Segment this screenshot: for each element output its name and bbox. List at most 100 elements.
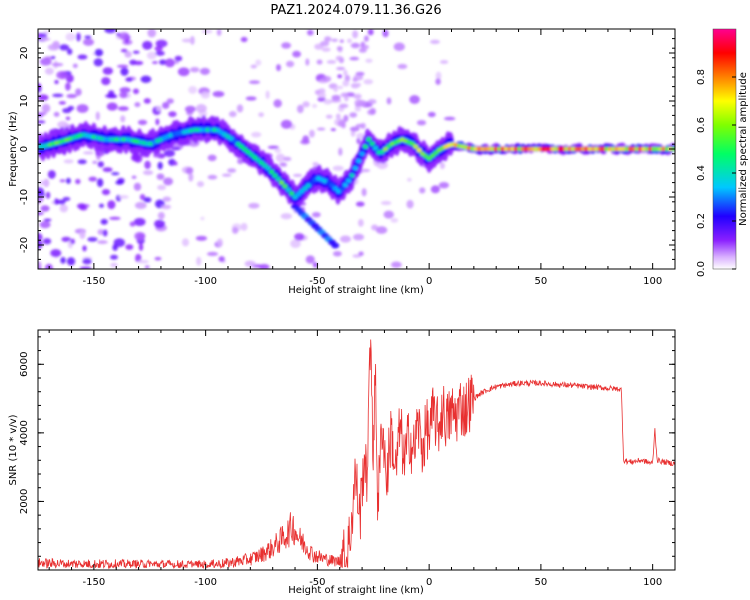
- colorbar: 0.0 0.2 0.4 0.6 0.8 Normalized spectral ampl…: [696, 28, 749, 277]
- noise-blob: [349, 56, 360, 61]
- noise-blob: [330, 128, 336, 132]
- noise-blob: [283, 156, 292, 162]
- ridge-core: [255, 157, 261, 163]
- noise-blob: [131, 175, 137, 179]
- ridge-core: [339, 187, 345, 192]
- spectrogram-xtick-label: -100: [194, 276, 217, 287]
- spectrogram-heat: [38, 29, 675, 269]
- noise-blob: [435, 78, 441, 85]
- noise-blob: [88, 176, 98, 182]
- colorbar-tick-label: 0.0: [696, 261, 707, 277]
- tail-blob: [331, 242, 340, 249]
- spectrogram-blobs: [38, 29, 675, 269]
- noise-blob: [195, 104, 207, 113]
- ridge-core: [433, 150, 439, 156]
- ridge-core: [332, 186, 338, 191]
- noise-blob: [47, 44, 60, 51]
- colorbar-tick-label: 0.2: [696, 213, 707, 229]
- ridge-core: [342, 182, 348, 188]
- noise-blob: [163, 177, 174, 186]
- noise-blob: [333, 86, 338, 93]
- noise-blob: [142, 170, 154, 176]
- noise-blob: [339, 39, 344, 43]
- noise-blob: [137, 119, 148, 126]
- noise-blob: [142, 40, 153, 50]
- ridge-core: [372, 145, 379, 151]
- noise-blob: [117, 106, 129, 111]
- noise-blob: [358, 251, 364, 256]
- noise-blob: [102, 67, 114, 75]
- noise-blob: [337, 85, 344, 90]
- noise-blob: [154, 46, 163, 52]
- noise-blob: [383, 210, 394, 219]
- noise-blob: [356, 82, 361, 87]
- noise-blob: [307, 29, 314, 36]
- ridge-core: [245, 149, 251, 155]
- noise-blob: [207, 154, 217, 162]
- noise-blob: [166, 98, 174, 104]
- ridge-core: [356, 158, 362, 164]
- noise-blob: [164, 58, 175, 68]
- noise-blob: [66, 48, 73, 55]
- ridge-core: [228, 136, 234, 141]
- figure-title: PAZ1.2024.079.11.36.G26: [270, 3, 441, 18]
- noise-blob: [375, 226, 388, 234]
- noise-blob: [216, 29, 222, 36]
- noise-blob: [156, 173, 165, 180]
- noise-blob: [155, 50, 165, 56]
- noise-blob: [355, 201, 365, 207]
- noise-blob: [305, 255, 315, 264]
- noise-blob: [39, 221, 51, 229]
- noise-blob: [101, 77, 111, 86]
- noise-blob: [360, 122, 366, 130]
- noise-blob: [279, 162, 287, 167]
- noise-blob: [406, 199, 414, 209]
- noise-blob: [72, 63, 78, 69]
- noise-blob: [275, 153, 286, 163]
- noise-blob: [343, 69, 348, 76]
- noise-blob: [147, 29, 157, 38]
- noise-blob: [137, 259, 149, 264]
- noise-blob: [181, 38, 194, 43]
- noise-blob: [54, 198, 59, 205]
- noise-blob: [154, 256, 162, 261]
- noise-blob: [308, 129, 315, 138]
- noise-blob: [134, 231, 146, 241]
- spectrogram-ytick-label: 20: [19, 47, 30, 60]
- noise-blob: [99, 203, 104, 208]
- noise-blob: [51, 62, 64, 67]
- noise-blob: [312, 262, 318, 268]
- noise-blob: [439, 162, 445, 170]
- ridge-core: [346, 178, 352, 183]
- noise-blob: [190, 67, 200, 73]
- noise-blob: [221, 173, 232, 177]
- noise-blob: [181, 238, 190, 247]
- colorbar-ticks: 0.0 0.2 0.4 0.6 0.8: [696, 69, 736, 277]
- noise-blob: [63, 159, 74, 164]
- noise-blob: [362, 44, 370, 50]
- noise-blob: [248, 80, 261, 84]
- noise-blob: [97, 240, 108, 244]
- noise-blob: [134, 102, 141, 108]
- noise-blob: [38, 120, 46, 124]
- ridge-core: [305, 183, 312, 188]
- noise-blob: [443, 116, 456, 121]
- ridge-core: [382, 146, 389, 152]
- noise-blob: [58, 101, 67, 105]
- noise-blob: [369, 107, 376, 115]
- noise-blob: [120, 115, 126, 123]
- noise-blob: [79, 266, 92, 269]
- noise-blob: [171, 146, 181, 151]
- noise-blob: [38, 111, 47, 116]
- snr-frame: [37, 329, 676, 571]
- noise-blob: [322, 75, 332, 83]
- ridge-core: [282, 184, 288, 189]
- noise-blob: [61, 236, 72, 242]
- noise-blob: [397, 63, 408, 70]
- noise-blob: [367, 99, 377, 105]
- noise-blob: [92, 160, 98, 164]
- noise-blob: [356, 132, 365, 139]
- ridge-core: [275, 176, 281, 182]
- noise-blob: [163, 149, 176, 157]
